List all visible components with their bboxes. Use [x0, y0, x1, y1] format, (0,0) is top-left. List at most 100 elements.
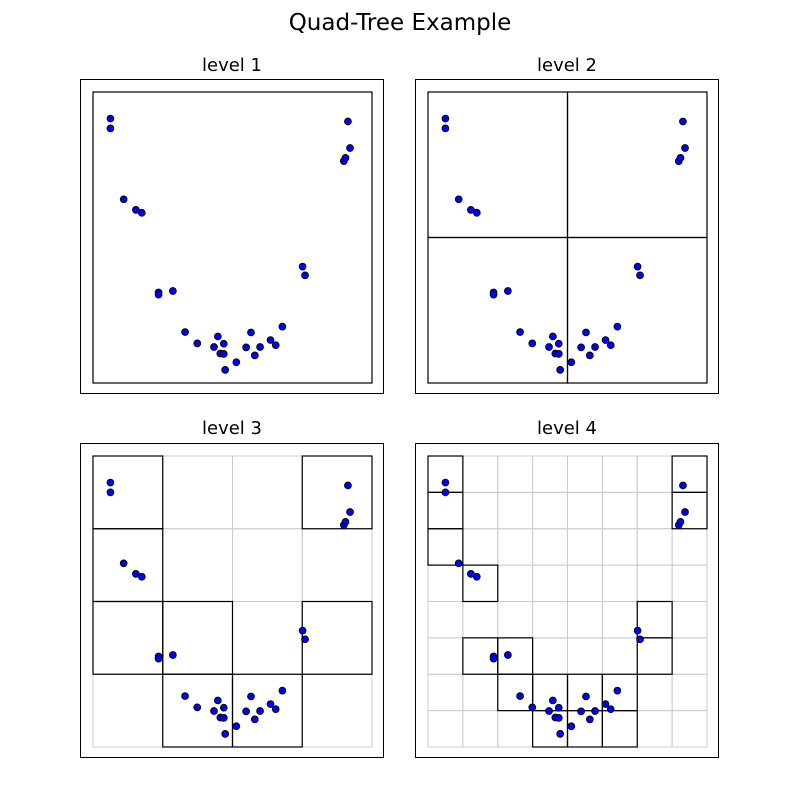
grid-cell [462, 601, 499, 639]
data-point [214, 332, 222, 341]
data-point [219, 703, 228, 712]
grid-cell [427, 455, 464, 493]
data-point [528, 339, 537, 348]
data-point [271, 341, 280, 350]
data-point [193, 339, 202, 348]
grid-cell [497, 455, 534, 493]
grid-cell [567, 637, 603, 675]
data-point [210, 343, 218, 351]
quadtree-cell [92, 600, 164, 675]
grid-cell [427, 601, 464, 639]
grid-cell [301, 455, 373, 530]
grid-cell [636, 710, 673, 748]
data-point [577, 343, 585, 352]
data-point [554, 714, 563, 722]
data-point [210, 707, 218, 715]
data-point [528, 703, 537, 712]
data-point [554, 350, 563, 358]
grid-cell [567, 601, 603, 639]
data-point [278, 686, 287, 695]
grid-cell [567, 528, 603, 566]
data-point [591, 707, 599, 715]
data-point [221, 366, 230, 374]
grid-cell [301, 673, 373, 748]
data-point [504, 287, 512, 295]
data-point [554, 339, 563, 348]
grid-cell [567, 491, 603, 530]
data-point [137, 208, 146, 217]
data-point [633, 262, 642, 271]
grid-cell [601, 601, 638, 639]
grid-cell [497, 564, 534, 602]
data-point [221, 730, 230, 738]
grid-cell [636, 637, 673, 675]
grid-cell [497, 710, 534, 748]
grid-cell [301, 601, 373, 675]
data-point [577, 707, 585, 716]
quadtree-cell [671, 491, 708, 530]
data-point [271, 705, 280, 714]
quadtree-cell [497, 673, 534, 712]
grid-cell [427, 710, 464, 748]
data-point [119, 195, 128, 204]
data-point [591, 343, 599, 351]
quadtree-cell [462, 564, 499, 603]
grid-cell [671, 564, 708, 602]
grid-cell [497, 528, 534, 566]
data-point [137, 572, 146, 581]
quadtree-cell [532, 710, 569, 748]
grid-cell [671, 528, 708, 566]
grid-cell [636, 491, 673, 530]
data-point [298, 262, 307, 271]
data-point [232, 358, 241, 367]
data-point [250, 351, 259, 360]
plot-level-2 [427, 91, 708, 384]
data-point [219, 350, 228, 358]
data-point [567, 722, 576, 731]
grid-cell [301, 528, 373, 602]
quadtree-cell [427, 491, 464, 530]
grid-cell [532, 637, 568, 675]
data-point [132, 570, 140, 578]
data-point [676, 153, 685, 162]
grid-cell [601, 710, 638, 748]
grid-cell [601, 564, 638, 602]
data-point [247, 692, 255, 701]
grid-cell [567, 564, 603, 602]
data-point [247, 328, 255, 337]
data-point [601, 336, 610, 344]
grid-cell [232, 455, 303, 530]
quadtree-cell [92, 528, 164, 603]
data-point [298, 626, 307, 635]
grid-cell [532, 673, 568, 712]
data-point [441, 488, 450, 497]
grid-cell [671, 673, 708, 712]
grid-cell [462, 673, 499, 712]
grid-cell [497, 601, 534, 639]
data-point [106, 124, 115, 133]
grid-cell [427, 637, 464, 675]
data-point [679, 481, 687, 490]
plot-level-3 [92, 455, 373, 748]
data-point [676, 517, 685, 526]
quadtree-cell [427, 455, 464, 493]
data-point [516, 692, 524, 700]
quadtree-cell [92, 91, 373, 384]
grid-cell [636, 455, 673, 493]
plot-level-4 [427, 455, 708, 748]
quadtree-cell [566, 236, 708, 384]
data-point [679, 117, 687, 126]
grid-cell [532, 564, 568, 602]
quadtree-cell [162, 600, 234, 675]
data-point [441, 124, 450, 133]
grid-cell [232, 528, 303, 602]
panel-level-3 [80, 443, 384, 758]
grid-cell [532, 601, 568, 639]
data-point [181, 328, 189, 336]
data-point [278, 322, 287, 331]
data-point [256, 707, 264, 715]
grid-cell [601, 491, 638, 530]
quadtree-cell [601, 710, 638, 748]
grid-cell [601, 455, 638, 493]
data-point [613, 322, 622, 331]
